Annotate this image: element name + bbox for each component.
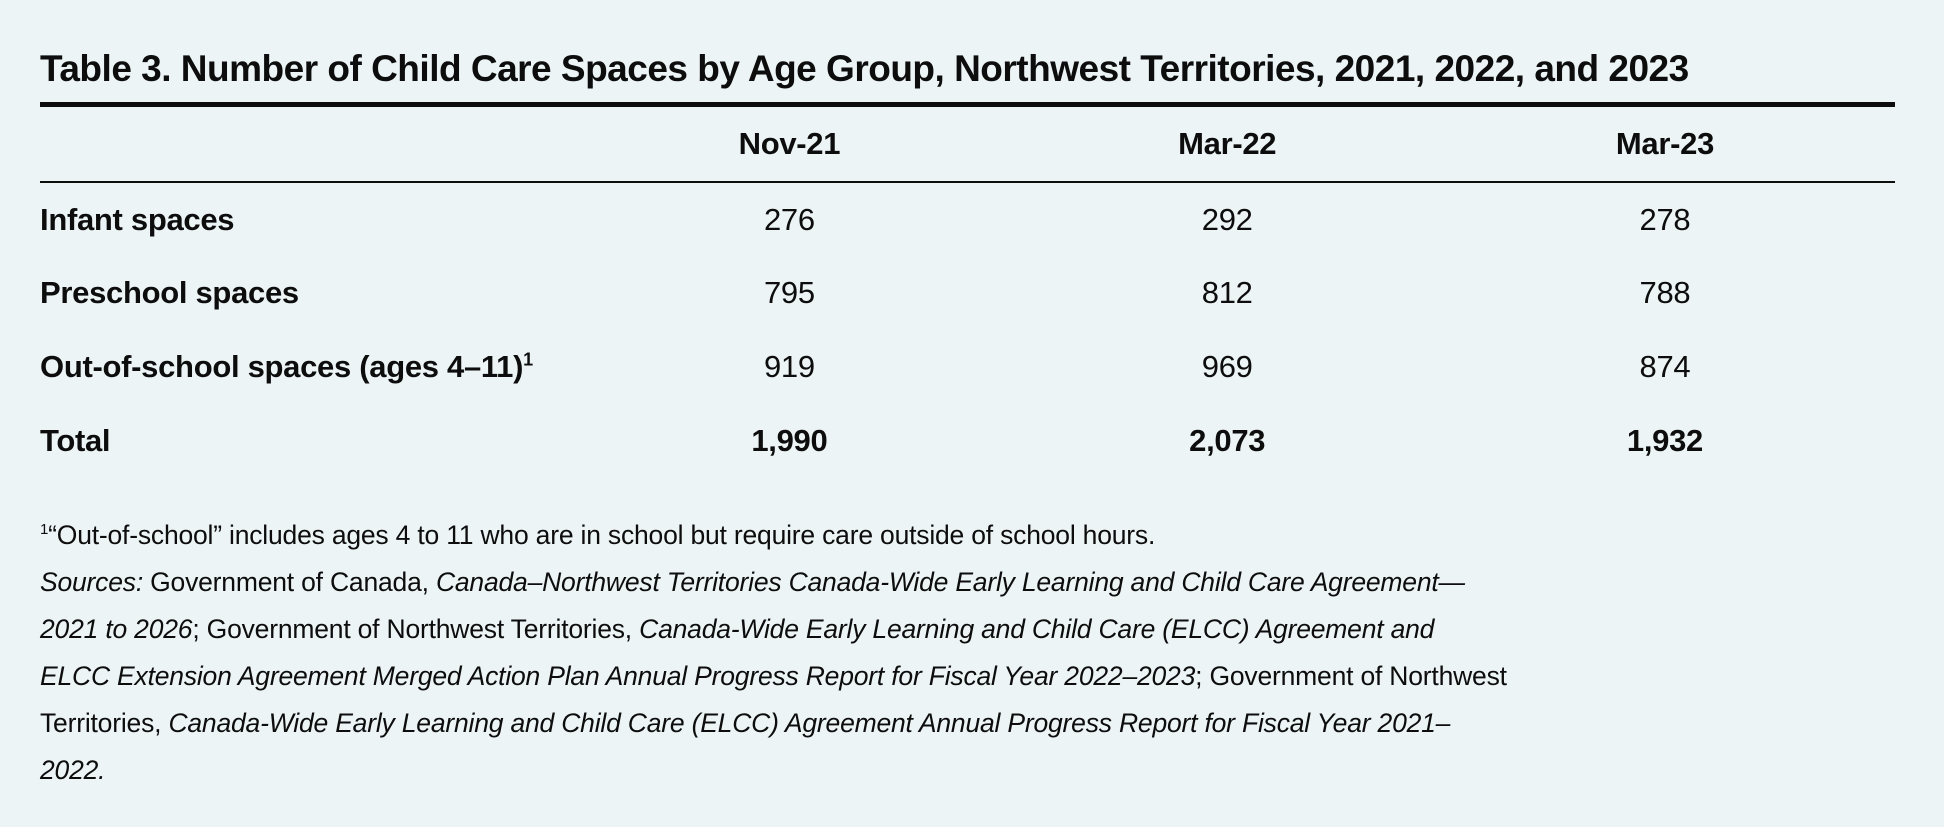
source-title-segment: Canada-Wide Early Learning and Child Car… bbox=[40, 708, 1451, 786]
footnote-marker: 1 bbox=[40, 521, 49, 539]
table-row: Out-of-school spaces (ages 4–11)1 919 969 8… bbox=[40, 330, 1895, 404]
table-title: Table 3. Number of Child Care Spaces by … bbox=[40, 48, 1689, 89]
table-row: Total 1,990 2,073 1,932 bbox=[40, 404, 1895, 478]
row-label: Total bbox=[40, 423, 111, 459]
source-title-segment: Canada-Wide Early Learning and Child Car… bbox=[40, 614, 1435, 692]
child-care-spaces-table: Nov-21 Mar-22 Mar-23 Infant spaces 276 292… bbox=[40, 101, 1895, 479]
cell-value: 276 bbox=[763, 201, 815, 237]
cell-value: 812 bbox=[1201, 275, 1253, 311]
source-text-segment: Government of Canada, bbox=[142, 567, 436, 598]
table-row: Preschool spaces 795 812 788 bbox=[40, 256, 1895, 330]
cell-value: 2,073 bbox=[1189, 423, 1266, 459]
cell-value: 278 bbox=[1639, 201, 1691, 237]
cell-value: 874 bbox=[1639, 349, 1691, 385]
cell-value: 788 bbox=[1639, 275, 1691, 311]
footnote: 1“Out-of-school” includes ages 4 to 11 w… bbox=[40, 512, 1510, 559]
column-header-nov-21: Nov-21 bbox=[559, 104, 1020, 184]
row-label: Out-of-school spaces (ages 4–11)1 bbox=[40, 349, 533, 385]
source-title-segment: Canada–Northwest Territories Canada-Wide… bbox=[40, 567, 1465, 645]
cell-value: 795 bbox=[763, 275, 815, 311]
table-body: Infant spaces 276 292 278 Preschool spaces 79… bbox=[40, 182, 1895, 478]
source-text-segment: ; Government of Northwest Territories, bbox=[40, 661, 1507, 739]
header-row: Nov-21 Mar-22 Mar-23 bbox=[40, 104, 1895, 184]
sources-paragraph: Sources: Government of Canada, Canada–No… bbox=[40, 559, 1510, 794]
table-header: Nov-21 Mar-22 Mar-23 bbox=[40, 104, 1895, 184]
source-title-segment: Sources: bbox=[40, 567, 143, 598]
corner-cell bbox=[40, 104, 560, 184]
cell-value: 1,932 bbox=[1626, 423, 1703, 459]
column-header-mar-22: Mar-22 bbox=[1019, 104, 1435, 184]
source-text-segment: ; Government of Northwest Territories, bbox=[192, 614, 640, 645]
table-notes: 1“Out-of-school” includes ages 4 to 11 w… bbox=[40, 512, 1510, 794]
row-label: Preschool spaces bbox=[40, 275, 299, 311]
footnote-text: “Out-of-school” includes ages 4 to 11 wh… bbox=[48, 520, 1156, 551]
row-label: Infant spaces bbox=[40, 201, 235, 237]
cell-value: 292 bbox=[1201, 201, 1253, 237]
column-header-mar-23: Mar-23 bbox=[1434, 104, 1895, 184]
cell-value: 969 bbox=[1201, 349, 1253, 385]
table-row: Infant spaces 276 292 278 bbox=[40, 182, 1895, 256]
footnote-reference: 1 bbox=[523, 349, 533, 370]
cell-value: 1,990 bbox=[751, 423, 828, 459]
cell-value: 919 bbox=[763, 349, 815, 385]
